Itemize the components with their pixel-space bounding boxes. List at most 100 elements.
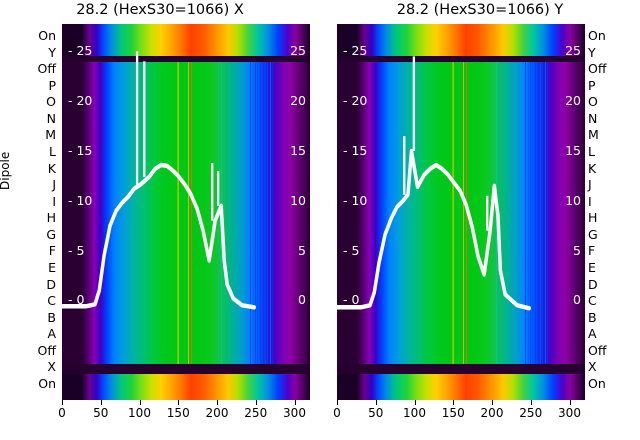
bottom-rainbow-strip — [337, 373, 585, 400]
category-tick-label: C — [588, 293, 597, 309]
category-tick-label: D — [588, 276, 598, 292]
gap-bottom — [337, 364, 585, 374]
x-tick — [337, 400, 338, 405]
color-streak — [451, 61, 453, 365]
x-tick — [294, 400, 296, 405]
x-tick-label: 300 — [558, 406, 581, 420]
y-tick-label-inner: 0 — [298, 292, 306, 308]
x-tick — [139, 400, 141, 405]
x-tick — [100, 400, 102, 405]
category-axis-right: On Y Off P O N M L K J I H G F E D C B A Off X On — [588, 24, 628, 400]
y-tick-label-inner: - 0 — [68, 292, 85, 308]
x-tick — [492, 400, 493, 405]
category-tick-label: E — [588, 260, 596, 275]
color-streak — [542, 61, 544, 365]
panel-x-title: 28.2 (HexS30=1066) X — [76, 2, 244, 18]
y-axis-label: Dipole — [0, 151, 12, 190]
y-tick-label-inner: - 20 — [68, 93, 93, 109]
color-streak — [190, 61, 192, 365]
y-tick-label-inner: - 15 — [343, 143, 368, 158]
category-tick-label: On — [588, 28, 606, 43]
gap-top — [62, 55, 310, 62]
category-tick-label: G — [588, 226, 598, 242]
x-tick-label: 200 — [205, 406, 229, 420]
y-tick-label-inner: 10 — [565, 192, 581, 208]
category-tick-label: B — [588, 309, 597, 325]
x-tick-label: 0 — [333, 406, 341, 420]
category-tick-label: On — [38, 28, 56, 43]
category-tick-label: K — [47, 160, 56, 176]
y-tick-label-inner: - 5 — [68, 242, 85, 258]
category-tick-label: H — [588, 210, 598, 226]
category-tick-label: P — [48, 77, 56, 93]
trace-line — [337, 148, 531, 311]
category-tick-label: O — [46, 94, 56, 110]
category-tick-label: Off — [37, 61, 56, 77]
color-streak — [269, 61, 271, 365]
color-streak — [463, 61, 465, 365]
color-streak — [252, 61, 254, 365]
color-streak — [465, 61, 467, 365]
category-tick-label: O — [588, 94, 598, 110]
category-tick-label: M — [588, 127, 599, 143]
x-tick-label: 100 — [403, 406, 426, 420]
category-tick-label: L — [588, 144, 595, 159]
color-streak — [254, 61, 256, 365]
color-streak — [267, 61, 269, 365]
category-tick-label: L — [49, 144, 56, 159]
category-tick-label: I — [588, 193, 592, 209]
color-streak — [176, 61, 178, 365]
category-tick-label: A — [47, 326, 56, 342]
y-tick-label-inner: 15 — [565, 143, 581, 158]
x-tick-label: 50 — [368, 406, 384, 420]
x-tick-label: 200 — [480, 406, 504, 420]
heatmap-x[interactable]: - 25 25 - 20 20 - 15 15 - 10 10 - 5 5 - 0 0 — [62, 24, 310, 400]
category-tick-label: J — [588, 177, 592, 193]
color-streak — [525, 61, 527, 365]
category-tick-label: A — [588, 326, 597, 342]
color-streak — [257, 61, 259, 365]
category-tick-label: P — [588, 77, 596, 93]
color-streak — [250, 61, 252, 365]
color-streak — [527, 61, 529, 365]
color-streak — [178, 61, 180, 365]
category-tick-label: E — [48, 260, 56, 275]
color-streak — [453, 61, 455, 365]
color-streak — [272, 61, 274, 365]
y-tick-label-inner: - 10 — [343, 192, 368, 208]
x-tick — [414, 400, 416, 405]
x-tick-label: 50 — [93, 406, 109, 420]
category-tick-label: M — [45, 127, 56, 143]
gap-top — [337, 55, 585, 62]
heatmap-bands-y — [337, 24, 585, 400]
x-tick-label: 150 — [441, 406, 465, 420]
x-tick — [62, 400, 63, 405]
y-tick-label-inner: 25 — [565, 43, 581, 59]
gap-bottom — [62, 364, 310, 374]
panel-x: 28.2 (HexS30=1066) X Dipole On Y Off P O N M L K… — [0, 2, 310, 440]
x-tick — [569, 400, 571, 405]
y-tick-label-inner: - 25 — [343, 43, 368, 59]
category-tick-label: B — [47, 309, 56, 325]
y-tick-label-inner: 0 — [573, 292, 581, 308]
y-tick-label-inner: 5 — [298, 242, 306, 258]
panel-y: 28.2 (HexS30=1066) Y On Y Off P O N M L K J I H G F E D… — [320, 0, 640, 440]
y-tick-label-inner: - 5 — [343, 242, 360, 258]
y-tick-label-inner: - 15 — [68, 143, 93, 158]
x-axis-left: 0 50 100 150 200 250 300 — [58, 400, 310, 440]
color-streak — [540, 61, 542, 365]
main-spectrogram-band — [337, 61, 585, 365]
category-tick-label: On — [38, 376, 56, 391]
category-tick-label: I — [52, 193, 56, 209]
heatmap-y[interactable]: - 25 25 - 20 20 - 15 15 - 10 10 - 5 5 - 0 0 — [337, 24, 585, 400]
category-tick-label: Off — [37, 342, 56, 358]
category-tick-label: H — [46, 210, 56, 226]
y-tick-label-inner: 5 — [573, 242, 581, 258]
profile-trace-x — [62, 51, 256, 310]
color-streak — [529, 61, 531, 365]
x-tick — [255, 400, 257, 405]
x-axis-right: 0 50 100 150 200 250 300 — [333, 400, 585, 440]
y-tick-label-inner: - 0 — [343, 292, 360, 308]
top-rainbow-strip — [337, 24, 585, 56]
